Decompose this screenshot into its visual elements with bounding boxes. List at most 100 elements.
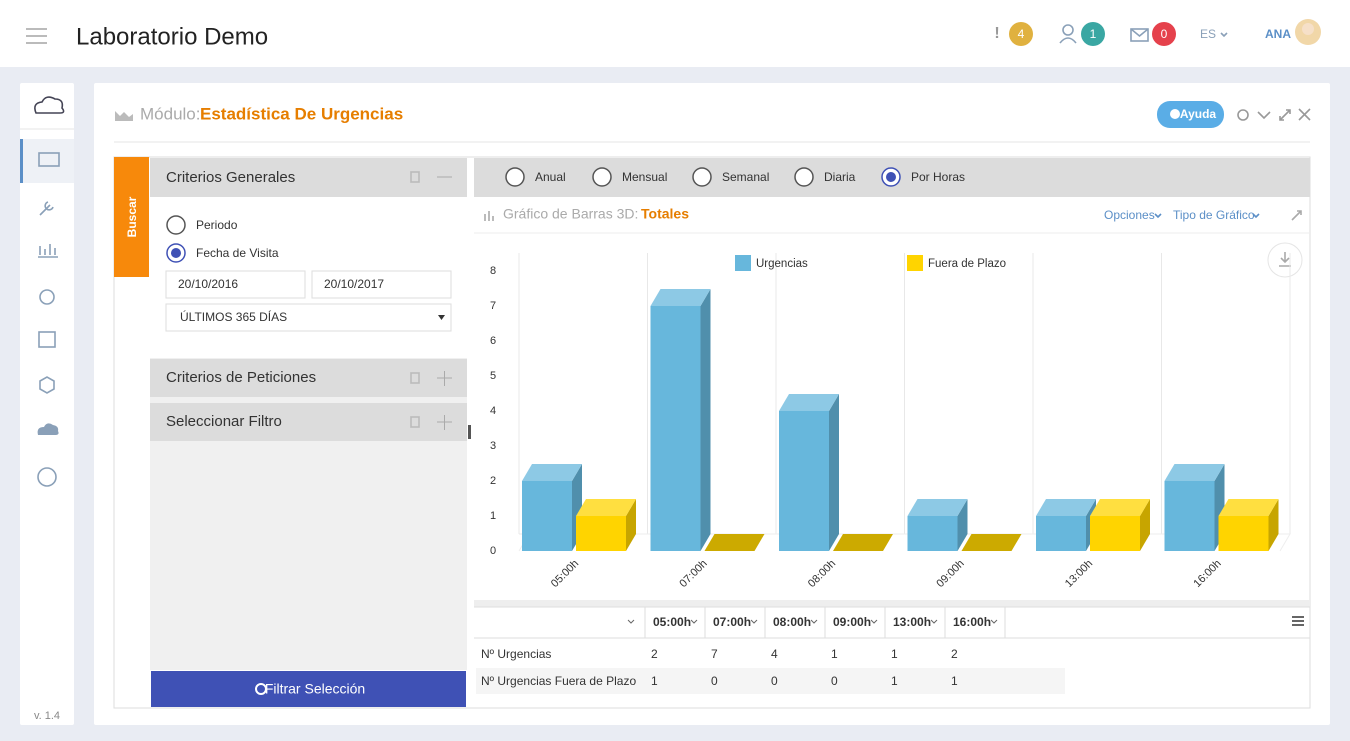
bar-front (907, 516, 958, 551)
active-indicator (20, 139, 23, 183)
bar-front (1090, 516, 1140, 551)
nav-cloud[interactable] (37, 423, 59, 435)
radio-fecha-dot (171, 248, 181, 258)
column-header[interactable]: 16:00h (953, 615, 991, 629)
bar-front (1218, 516, 1269, 551)
y-tick-label: 0 (490, 545, 496, 557)
sidebar-active (23, 139, 74, 183)
requests-title: Criterios de Peticiones (166, 369, 316, 386)
menu-button[interactable] (26, 28, 47, 44)
general-title: Criterios Generales (166, 169, 295, 186)
legend-label[interactable]: Urgencias (756, 258, 808, 270)
avatar-face (1302, 23, 1314, 35)
table-cell: 2 (951, 647, 958, 661)
download-icon (1279, 252, 1291, 267)
period-label: Mensual (622, 170, 667, 184)
table-cell: 1 (891, 674, 898, 688)
table-cell: 0 (771, 674, 778, 688)
column-caret (750, 619, 758, 624)
column-header[interactable]: 09:00h (833, 615, 871, 629)
bar-top (704, 534, 765, 551)
bar-side (700, 289, 711, 551)
legend-swatch[interactable] (907, 255, 923, 271)
chart-expand[interactable] (1291, 210, 1302, 221)
legend-label[interactable]: Fuera de Plazo (928, 258, 1006, 270)
bar-top (779, 394, 839, 411)
radio-periodo[interactable] (166, 215, 186, 235)
bar-top (650, 289, 711, 306)
period-radio[interactable] (505, 167, 525, 187)
bar-top (833, 534, 893, 551)
date-to[interactable] (311, 270, 452, 299)
date-from[interactable] (165, 270, 306, 299)
column-header[interactable]: 13:00h (893, 615, 931, 629)
period-radio[interactable] (592, 167, 612, 187)
module-name: Estadística De Urgencias (200, 104, 403, 123)
language[interactable]: ES (1200, 27, 1216, 41)
bar-side (829, 394, 839, 551)
nav-box[interactable] (39, 376, 55, 394)
users-icon[interactable] (1059, 24, 1077, 44)
refresh-button[interactable] (1237, 109, 1249, 121)
apply-icon (255, 683, 267, 695)
nav-calendar[interactable] (38, 331, 56, 348)
expand-button[interactable] (1279, 109, 1291, 121)
menu-carets (1154, 213, 1260, 219)
collapse-button[interactable] (1257, 111, 1271, 120)
expand-requests[interactable] (437, 371, 452, 386)
bar-front (522, 481, 572, 551)
column-header[interactable]: 05:00h (653, 615, 691, 629)
nav-tools[interactable] (39, 201, 54, 216)
legend-swatch[interactable] (735, 255, 751, 271)
period-radio[interactable] (692, 167, 712, 187)
column-header[interactable]: 07:00h (713, 615, 751, 629)
close-button[interactable] (1298, 108, 1311, 121)
top-bar (0, 0, 1350, 67)
messages-badge[interactable] (1152, 22, 1176, 46)
nav-help[interactable] (37, 467, 57, 487)
bar-side (1140, 499, 1150, 551)
apply-button[interactable] (151, 671, 466, 707)
column-header[interactable]: 08:00h (773, 615, 811, 629)
period-label: Por Horas (911, 170, 965, 184)
help-button[interactable] (1157, 101, 1224, 128)
bar-top (1036, 499, 1096, 516)
alert-badge[interactable] (1009, 22, 1033, 46)
splitter[interactable] (468, 425, 471, 439)
users-badge[interactable] (1081, 22, 1105, 46)
logo (34, 96, 65, 114)
y-tick-label: 8 (490, 265, 496, 277)
expand-filter[interactable] (437, 415, 452, 430)
period-radio[interactable] (794, 167, 814, 187)
bar-front (1164, 481, 1215, 551)
nav-settings[interactable] (39, 289, 55, 305)
user-name[interactable]: ANA (1265, 27, 1291, 41)
delete-filter[interactable] (410, 416, 420, 428)
app-title: Laboratorio Demo (76, 23, 268, 50)
row-stripe (476, 668, 1065, 694)
bar-front (576, 516, 626, 551)
range-select[interactable] (165, 303, 452, 332)
table-menu[interactable] (1292, 616, 1304, 626)
period-options: Anual Mensual Semanal Diaria Por Horas (505, 167, 965, 187)
bar-front (779, 411, 829, 551)
chart-type-menu[interactable]: Tipo de Gráfico (1173, 208, 1255, 222)
nav-stats[interactable] (38, 244, 58, 258)
options-menu[interactable]: Opciones (1104, 208, 1155, 222)
table-cell: 1 (831, 647, 838, 661)
mail-icon[interactable] (1130, 28, 1149, 42)
search-tab[interactable] (114, 157, 149, 277)
y-tick-label: 1 (490, 510, 496, 522)
delete-requests[interactable] (410, 372, 420, 384)
y-tick-label: 4 (490, 405, 496, 417)
users-count: 1 (1090, 27, 1097, 41)
alert-count: 4 (1018, 27, 1025, 41)
search-tab-label: Buscar (125, 196, 139, 237)
table-splitter[interactable] (474, 600, 1310, 607)
search-frame (113, 156, 1311, 709)
delete-general[interactable] (410, 171, 420, 183)
nav-dashboard[interactable] (38, 152, 60, 167)
date-from-text: 20/10/2016 (178, 277, 238, 291)
chart-icon (484, 211, 494, 221)
